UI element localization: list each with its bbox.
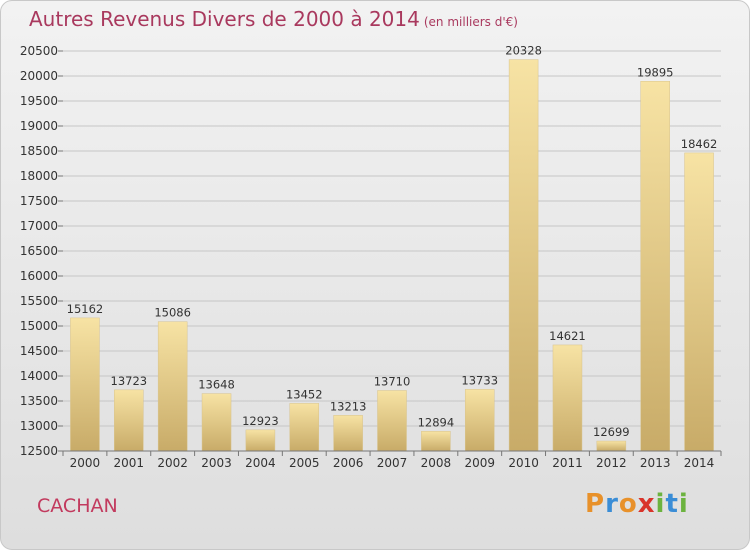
logo-letter: t	[665, 489, 679, 519]
y-tick-label: 17500	[20, 194, 58, 208]
x-tick-label: 2003	[201, 456, 232, 470]
data-label-2007: 13710	[374, 375, 411, 389]
data-label-2012: 12699	[593, 425, 630, 439]
y-tick-label: 20000	[20, 69, 58, 83]
y-tick-label: 17000	[20, 219, 58, 233]
y-tick-label: 14500	[20, 344, 58, 358]
y-tick-label: 13000	[20, 419, 58, 433]
data-label-2006: 13213	[330, 399, 367, 413]
bars	[70, 59, 714, 452]
x-tick-label: 2002	[157, 456, 188, 470]
logo-letter: r	[605, 489, 619, 519]
bar-2007	[377, 390, 407, 452]
data-label-2013: 19895	[637, 65, 674, 79]
y-tick-label: 18000	[20, 169, 58, 183]
data-label-2001: 13723	[111, 374, 148, 388]
data-label-2000: 15162	[67, 302, 104, 316]
x-tick-label: 2005	[289, 456, 320, 470]
bar-2005	[289, 403, 320, 452]
logo-letter: i	[678, 489, 689, 519]
y-tick-label: 20500	[20, 44, 58, 58]
x-tick-label: 2001	[114, 456, 145, 470]
y-tick-label: 19000	[20, 119, 58, 133]
y-tick-label: 15500	[20, 294, 58, 308]
bar-2014	[684, 152, 714, 452]
logo-letter: o	[618, 489, 638, 519]
bar-2004	[245, 429, 276, 452]
chart-title: Autres Revenus Divers de 2000 à 2014 (en …	[29, 7, 518, 31]
y-tick-label: 16500	[20, 244, 58, 258]
x-tick-label: 2014	[684, 456, 715, 470]
city-name: CACHAN	[37, 495, 118, 517]
logo-letter: P	[585, 489, 606, 519]
x-tick-label: 2009	[464, 456, 495, 470]
x-tick-label: 2010	[508, 456, 539, 470]
x-tick-label: 2006	[333, 456, 364, 470]
logo-letter: x	[637, 489, 656, 519]
y-axis-ticks: 12500 13000 13500 14000 14500 15000 15500 16000…	[20, 44, 63, 458]
data-label-2003: 13648	[198, 378, 235, 392]
bar-2001	[114, 389, 144, 452]
x-tick-label: 2007	[377, 456, 408, 470]
bar-2013	[640, 81, 670, 452]
y-tick-label: 13500	[20, 394, 58, 408]
y-tick-label: 14000	[20, 369, 58, 383]
data-label-2009: 13733	[461, 373, 498, 387]
bar-2006	[333, 415, 363, 452]
x-tick-label: 2000	[70, 456, 101, 470]
x-tick-label: 2004	[245, 456, 276, 470]
bar-2000	[70, 317, 100, 452]
chart-title-text: Autres Revenus Divers de 2000 à 2014	[29, 7, 420, 31]
data-label-2004: 12923	[242, 414, 279, 428]
data-label-2014: 18462	[681, 137, 718, 151]
y-tick-label: 18500	[20, 144, 58, 158]
logo-letter: i	[655, 489, 666, 519]
data-label-2011: 14621	[549, 329, 586, 343]
data-label-2002: 15086	[154, 306, 191, 320]
chart-subtitle: (en milliers d'€)	[423, 15, 518, 29]
bar-2012	[596, 440, 627, 452]
data-label-2010: 20328	[505, 44, 542, 58]
data-label-2008: 12894	[418, 415, 455, 429]
y-tick-label: 16000	[20, 269, 58, 283]
x-axis-ticks: 2000 2001 2002 2003 2004 2005 2006 2007 2008 2009…	[62, 451, 722, 470]
x-tick-label: 2008	[421, 456, 452, 470]
bar-2010	[508, 59, 539, 452]
x-tick-label: 2012	[596, 456, 627, 470]
bar-2008	[421, 431, 451, 452]
bar-2003	[201, 393, 232, 452]
bar-2011	[552, 344, 583, 452]
data-labels: 15162 13723 15086 13648 12923 13452 13213 13710…	[67, 44, 718, 439]
y-tick-label: 12500	[20, 444, 58, 458]
data-label-2005: 13452	[286, 387, 323, 401]
bar-2009	[464, 389, 495, 452]
y-tick-label: 19500	[20, 94, 58, 108]
y-tick-label: 15000	[20, 319, 58, 333]
proxiti-logo: Proxiti	[585, 489, 689, 519]
x-tick-label: 2013	[640, 456, 671, 470]
bar-2002	[157, 321, 188, 452]
x-tick-label: 2011	[552, 456, 583, 470]
